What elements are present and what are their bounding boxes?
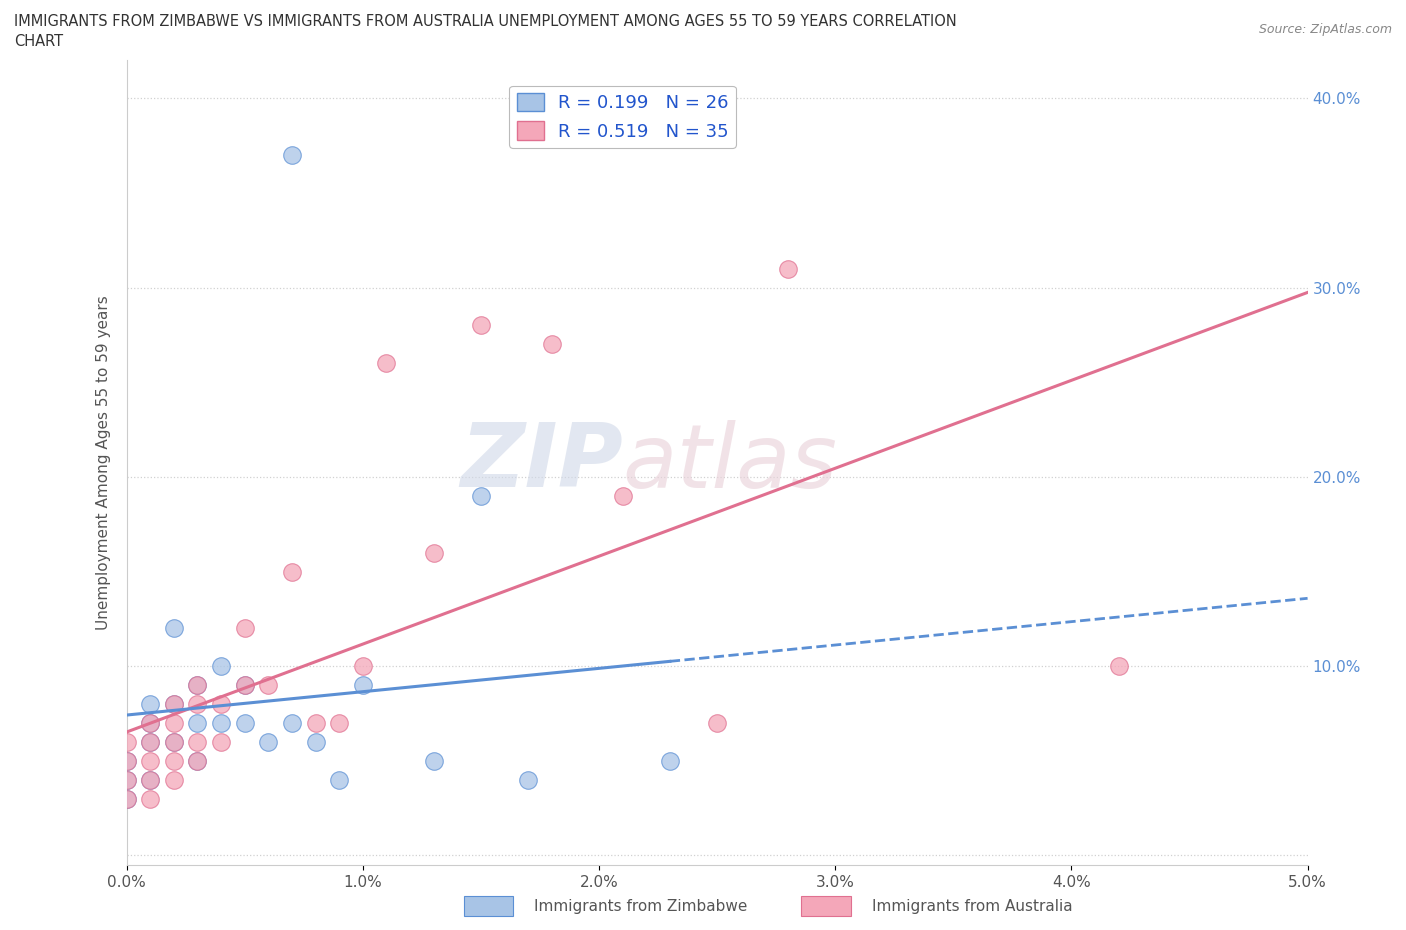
Point [139,735,162,750]
Text: atlas: atlas [623,419,838,506]
Point [1108,658,1130,673]
Point [163,735,186,750]
Point [139,772,162,787]
Point [281,715,304,730]
Point [186,678,208,693]
Point [139,697,162,711]
Point [352,678,374,693]
Point [257,678,280,693]
Point [115,753,138,768]
Point [163,772,186,787]
Point [304,715,326,730]
Point [186,678,208,693]
Point [540,337,562,352]
Point [706,715,728,730]
Point [470,488,492,503]
Point [281,148,304,163]
Point [139,735,162,750]
Point [658,753,681,768]
Point [115,772,138,787]
Text: IMMIGRANTS FROM ZIMBABWE VS IMMIGRANTS FROM AUSTRALIA UNEMPLOYMENT AMONG AGES 55: IMMIGRANTS FROM ZIMBABWE VS IMMIGRANTS F… [14,14,957,29]
Point [257,735,280,750]
Point [139,791,162,806]
Point [233,621,256,636]
Text: CHART: CHART [14,34,63,49]
Y-axis label: Unemployment Among Ages 55 to 59 years: Unemployment Among Ages 55 to 59 years [96,296,111,630]
Point [139,753,162,768]
Point [186,715,208,730]
Point [328,772,350,787]
Point [115,791,138,806]
Text: Source: ZipAtlas.com: Source: ZipAtlas.com [1258,23,1392,36]
Point [375,356,398,371]
Point [233,715,256,730]
Point [186,753,208,768]
Point [115,772,138,787]
Point [209,697,232,711]
Text: Immigrants from Zimbabwe: Immigrants from Zimbabwe [534,899,748,914]
Point [186,735,208,750]
Point [422,545,444,560]
Point [139,715,162,730]
Point [209,735,232,750]
Text: ZIP: ZIP [460,419,623,506]
Point [517,772,540,787]
Point [422,753,444,768]
Point [163,735,186,750]
Point [352,658,374,673]
Point [186,697,208,711]
Point [776,261,799,276]
Point [139,715,162,730]
Point [304,735,326,750]
Point [163,621,186,636]
Point [115,791,138,806]
Point [328,715,350,730]
Point [186,753,208,768]
Point [612,488,634,503]
Point [163,715,186,730]
Point [209,658,232,673]
Legend: R = 0.199   N = 26, R = 0.519   N = 35: R = 0.199 N = 26, R = 0.519 N = 35 [509,86,735,148]
Point [281,565,304,579]
Point [163,697,186,711]
Point [163,697,186,711]
Point [115,753,138,768]
Point [139,772,162,787]
Point [470,318,492,333]
Point [115,735,138,750]
Point [233,678,256,693]
Point [233,678,256,693]
Text: Immigrants from Australia: Immigrants from Australia [872,899,1073,914]
Point [209,715,232,730]
Point [163,753,186,768]
